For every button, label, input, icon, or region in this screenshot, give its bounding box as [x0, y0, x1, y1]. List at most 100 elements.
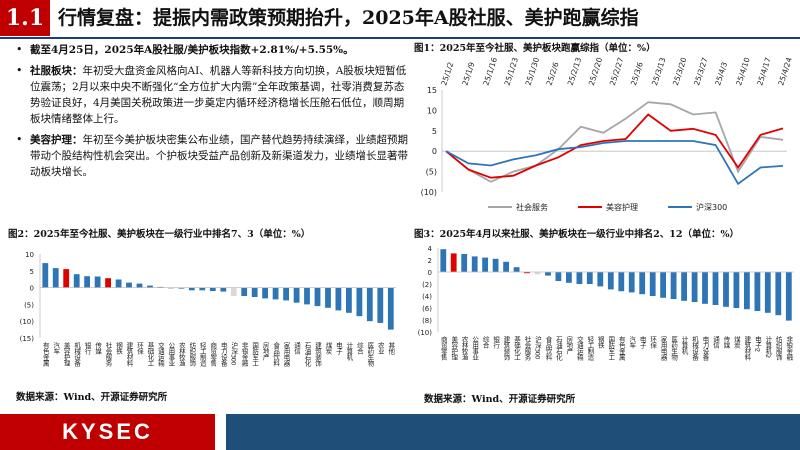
fig3-category-label: 综合 [481, 335, 489, 350]
fig3-bar [492, 258, 499, 272]
fig1-xtick-label: 25/4/17 [755, 56, 773, 86]
fig2-category-label: 农业 [376, 341, 384, 355]
fig3-category-label: 非银金融 [785, 335, 793, 362]
fig2-bar [147, 285, 153, 288]
fig3-title: 图3：2025年4月以来社服、美护板块在一级行业中排名2、12（单位：%） [414, 229, 740, 240]
fig1-ytick-label: 15 [427, 86, 437, 95]
fig2-bar [230, 287, 237, 296]
fig2-category-label: 社会服务 [104, 341, 112, 368]
fig2-bar [262, 287, 268, 299]
fig3-ytick-label: (2) [422, 281, 432, 289]
fig2-category-label: 其他 [387, 342, 395, 356]
fig1-legend-label: 美容护理 [606, 202, 638, 212]
page-title: 行情复盘：提振内需政策预期抬升，2025年A股社服、美护跑赢综指 [58, 7, 639, 29]
fig2-bar-chart: 1050(5)(10)(15)有色金属 汽车 美容护理 机械设备 银行 传媒 社会服务 钢铁建… [20, 251, 396, 368]
fig3-source: 数据来源：Wind、开源证券研究所 [424, 394, 576, 405]
fig3-bar [576, 272, 583, 284]
fig3-category-label: 基础化工 [513, 335, 521, 361]
fig3-bar [744, 272, 750, 310]
fig3-category-label: 公用事业 [471, 336, 479, 361]
fig1-series-line-2 [445, 140, 784, 186]
fig3-category-label: 医药生物 [670, 336, 678, 362]
fig3-category-label: 农林牧渔 [460, 335, 468, 362]
fig3-category-label: 商贸零售 [439, 335, 447, 362]
fig2-bar [126, 282, 132, 288]
fig3-category-label: 银行 [492, 335, 500, 350]
header: 1.1 行情复盘：提振内需政策预期抬升，2025年A股社服、美护跑赢综指 [0, 0, 800, 39]
fig1-xtick-label: 25/3/6 [629, 61, 645, 87]
fig2-bar [346, 287, 352, 313]
fig3-bar [534, 272, 541, 275]
fig3-bar [471, 256, 478, 272]
fig3-category-label: 建筑装饰 [502, 335, 510, 362]
fig2-bar [115, 279, 122, 288]
fig1-xtick-label: 25/2/20 [587, 56, 605, 86]
fig2-bar [356, 287, 363, 317]
fig3-ytick-label: 0 [428, 269, 432, 277]
bullet-label: 美容护理： [30, 134, 83, 146]
fig1-xtick-label: 25/3/27 [692, 56, 710, 86]
fig2-bar [84, 276, 90, 288]
fig1-series-line-1 [445, 113, 784, 179]
fig2-category-label: 建筑装饰 [313, 341, 321, 368]
fig3-category-label: 有色金属 [617, 335, 625, 362]
fig2-category-label: 商贸零售 [209, 341, 217, 368]
fig3-category-label: 煤炭 [732, 335, 740, 350]
fig3-category-label: 家用电器 [659, 335, 667, 362]
fig3-bar [702, 272, 708, 304]
footer: KYSEC [0, 414, 800, 450]
fig3-category-label: 计算机2 [764, 335, 772, 358]
fig2-bar [314, 287, 321, 307]
fig3-category-label: 食品饮料 [544, 335, 552, 362]
fig3-category-label: 社会服务 [523, 335, 531, 362]
fig3-bar [660, 272, 666, 298]
fig2-category-label: 公用事业 [167, 342, 175, 367]
fig3-bar [649, 272, 656, 296]
fig2-ytick-label: (5) [24, 301, 34, 309]
bullet-summary: • 截至4月25日，2025年A股社服/美护板块指数+2.81%/+5.55%。 [12, 42, 408, 58]
fig3-category-label: 环保 [649, 336, 657, 350]
bullet-text: 年初至今美护板块密集公布业绩，国产替代趋势持续演绎，业绩超预期带动个股结构性机会… [30, 134, 408, 178]
fig3-bar [712, 272, 719, 305]
fig3-bar [607, 272, 614, 290]
fig3-bar [639, 272, 646, 295]
fig2-category-label: 轻工制造 [198, 341, 206, 368]
fig3-bar [733, 272, 740, 308]
fig2-category-label: 基础化工 [146, 341, 154, 367]
bullet-dot-icon: • [16, 133, 23, 146]
fig2-bar [42, 263, 49, 288]
fig3-bar [723, 272, 729, 307]
fig2-ytick-label: (15) [20, 335, 35, 343]
footer-bar [226, 414, 800, 450]
fig3-ytick-label: (8) [422, 317, 432, 325]
fig3-category-label: 机械设备 [691, 335, 699, 362]
bullet-dot-icon: • [16, 64, 23, 77]
fig3-category-label: 纺织服饰 [774, 335, 782, 362]
fig1-xtick-label: 25/4/24 [776, 56, 794, 86]
fig2-bar [304, 287, 310, 305]
fig2-category-label: 纺织服饰 [188, 341, 196, 368]
fig3-bar [764, 272, 771, 313]
fig3-bar [461, 254, 468, 272]
fig3-ytick-label: (10) [418, 329, 433, 337]
fig3-category-label: 电力设备 [701, 335, 709, 362]
fig3-category-label: 电子2 [753, 335, 761, 352]
fig1-legend-label: 沪深300 [696, 202, 727, 212]
fig2-bar [136, 283, 143, 288]
fig2-category-label: 电子 [334, 341, 342, 355]
fig1-xtick-label: 25/2/6 [545, 61, 561, 87]
fig3-category-label: 沪深300 [533, 335, 541, 360]
bullet-beauty-care: • 美容护理：年初至今美护板块密集公布业绩，国产替代趋势持续演绎，业绩超预期带动… [12, 132, 408, 180]
fig1-title: 图1：2025年至今社服、美护板块跑赢综指（单位：%） [414, 43, 656, 54]
fig3-bar [555, 272, 562, 281]
fig3-bar [618, 272, 625, 292]
bullet-label: 截至4月25日，2025年A股社服/美护板块指数+2.81%/+5.55%。 [30, 44, 354, 56]
summary-bullets: • 截至4月25日，2025年A股社服/美护板块指数+2.81%/+5.55%。… [12, 42, 408, 185]
fig2-bar [293, 287, 300, 303]
header-divider [0, 37, 800, 39]
fig2-category-label: 机械设备 [73, 341, 81, 368]
fig3-category-label: 轻工制造 [586, 335, 594, 362]
fig3-category-label: 房地产 [565, 335, 573, 356]
fig3-ytick-label: 4 [428, 245, 433, 253]
fig3-category-label: 通信 [711, 335, 719, 350]
